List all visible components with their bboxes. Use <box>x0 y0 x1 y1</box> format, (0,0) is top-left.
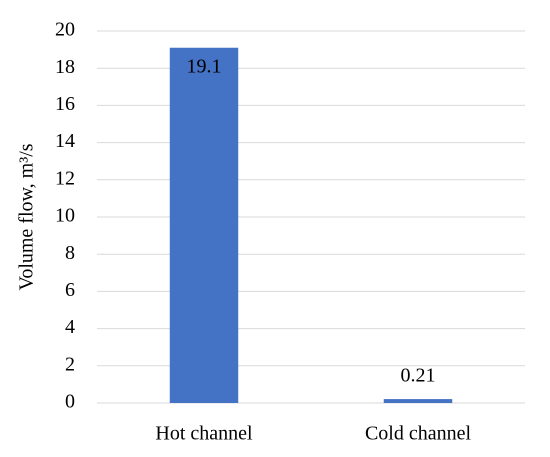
x-tick-label: Cold channel <box>365 423 472 445</box>
y-tick-label: 4 <box>65 316 75 338</box>
y-tick-label: 0 <box>65 391 75 413</box>
y-tick-label: 6 <box>65 279 75 301</box>
data-label: 0.21 <box>401 365 436 387</box>
bar <box>383 399 453 403</box>
y-tick-label: 16 <box>55 93 75 115</box>
x-tick-label: Hot channel <box>155 423 253 445</box>
bar <box>169 47 239 404</box>
y-tick-label: 2 <box>65 353 75 375</box>
y-tick-label: 8 <box>65 242 75 264</box>
data-label: 19.1 <box>187 55 222 77</box>
y-tick-label: 12 <box>55 167 75 189</box>
y-tick-label: 10 <box>55 205 75 227</box>
y-tick-label: 20 <box>55 19 75 41</box>
y-tick-label: 18 <box>55 56 75 78</box>
y-tick-label: 14 <box>55 130 75 152</box>
y-axis-label: Volume flow, m³/s <box>16 143 38 290</box>
